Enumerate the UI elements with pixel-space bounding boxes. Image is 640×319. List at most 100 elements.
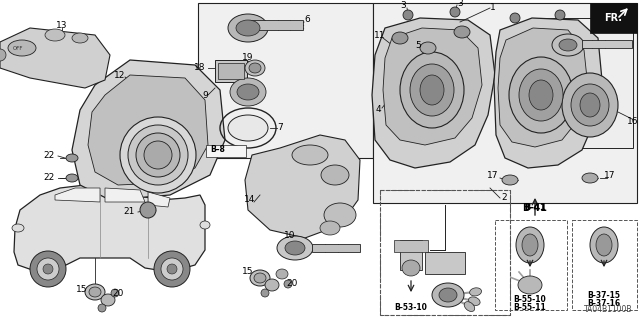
Ellipse shape xyxy=(439,288,457,302)
Circle shape xyxy=(261,289,269,297)
Ellipse shape xyxy=(120,117,196,193)
Text: 15: 15 xyxy=(243,268,253,277)
Polygon shape xyxy=(55,188,100,202)
Ellipse shape xyxy=(245,60,265,76)
Text: B–8: B–8 xyxy=(211,145,225,154)
Ellipse shape xyxy=(136,133,180,177)
Ellipse shape xyxy=(464,302,475,311)
Ellipse shape xyxy=(324,203,356,227)
Text: B-41: B-41 xyxy=(524,204,546,212)
Ellipse shape xyxy=(230,78,266,106)
Ellipse shape xyxy=(559,39,577,51)
Bar xyxy=(312,244,360,252)
Ellipse shape xyxy=(89,287,101,297)
Ellipse shape xyxy=(320,221,340,235)
Ellipse shape xyxy=(571,84,609,126)
Bar xyxy=(425,252,465,274)
Ellipse shape xyxy=(552,34,584,56)
Polygon shape xyxy=(105,188,145,202)
Text: 16: 16 xyxy=(627,117,638,127)
Polygon shape xyxy=(494,18,602,168)
Bar xyxy=(545,18,633,148)
Text: B-41: B-41 xyxy=(523,203,547,213)
Text: B-37-16: B-37-16 xyxy=(588,300,621,308)
Text: 22: 22 xyxy=(44,152,55,160)
Text: 2: 2 xyxy=(501,194,507,203)
Text: 3: 3 xyxy=(400,2,406,11)
Ellipse shape xyxy=(12,224,24,232)
Ellipse shape xyxy=(66,174,78,182)
Ellipse shape xyxy=(400,52,464,128)
Ellipse shape xyxy=(236,20,260,36)
Ellipse shape xyxy=(254,273,266,283)
Text: 22: 22 xyxy=(44,174,55,182)
Text: 14: 14 xyxy=(244,196,256,204)
Ellipse shape xyxy=(144,141,172,169)
Ellipse shape xyxy=(321,165,349,185)
Ellipse shape xyxy=(562,73,618,137)
Bar xyxy=(248,20,303,30)
Text: 11: 11 xyxy=(374,31,386,40)
Circle shape xyxy=(111,289,119,297)
Ellipse shape xyxy=(470,288,481,296)
Ellipse shape xyxy=(529,80,553,110)
Ellipse shape xyxy=(265,279,279,291)
Polygon shape xyxy=(383,28,482,145)
Circle shape xyxy=(555,10,565,20)
Ellipse shape xyxy=(45,29,65,41)
Ellipse shape xyxy=(228,14,268,42)
Circle shape xyxy=(37,258,59,280)
Text: 12: 12 xyxy=(115,70,125,79)
Bar xyxy=(582,40,632,48)
Circle shape xyxy=(43,264,53,274)
Circle shape xyxy=(154,251,190,287)
Ellipse shape xyxy=(596,234,612,256)
Bar xyxy=(400,240,422,270)
Ellipse shape xyxy=(276,269,288,279)
Ellipse shape xyxy=(237,84,259,100)
Ellipse shape xyxy=(454,26,470,38)
Ellipse shape xyxy=(101,294,115,306)
Ellipse shape xyxy=(502,175,518,185)
Text: B-53-10: B-53-10 xyxy=(395,303,428,313)
Ellipse shape xyxy=(277,236,313,260)
Ellipse shape xyxy=(292,145,328,165)
Circle shape xyxy=(98,304,106,312)
Ellipse shape xyxy=(200,221,210,229)
Text: 4: 4 xyxy=(375,106,381,115)
Text: OFF: OFF xyxy=(13,46,23,50)
Text: B-37-15: B-37-15 xyxy=(588,292,621,300)
Ellipse shape xyxy=(516,227,544,263)
Text: 7: 7 xyxy=(277,123,283,132)
Ellipse shape xyxy=(509,57,573,133)
Bar xyxy=(218,63,244,79)
Ellipse shape xyxy=(582,173,598,183)
Ellipse shape xyxy=(140,202,156,218)
Ellipse shape xyxy=(519,69,563,121)
Text: 17: 17 xyxy=(604,172,616,181)
Text: TA04B1100B: TA04B1100B xyxy=(584,305,632,314)
Ellipse shape xyxy=(518,276,542,294)
Text: 13: 13 xyxy=(56,20,68,29)
Circle shape xyxy=(450,7,460,17)
Bar xyxy=(215,60,247,82)
Ellipse shape xyxy=(522,234,538,256)
Ellipse shape xyxy=(468,297,480,305)
Bar xyxy=(495,220,567,310)
Text: 19: 19 xyxy=(243,54,253,63)
Bar xyxy=(198,3,373,158)
Circle shape xyxy=(161,258,183,280)
Bar xyxy=(206,145,246,157)
Circle shape xyxy=(510,13,520,23)
Bar xyxy=(373,3,637,203)
Circle shape xyxy=(167,264,177,274)
Ellipse shape xyxy=(250,270,270,286)
Ellipse shape xyxy=(432,283,464,307)
Text: 9: 9 xyxy=(202,91,208,100)
Ellipse shape xyxy=(85,284,105,300)
Ellipse shape xyxy=(285,241,305,255)
Ellipse shape xyxy=(590,227,618,263)
Ellipse shape xyxy=(8,40,36,56)
Ellipse shape xyxy=(420,75,444,105)
Polygon shape xyxy=(14,185,205,272)
